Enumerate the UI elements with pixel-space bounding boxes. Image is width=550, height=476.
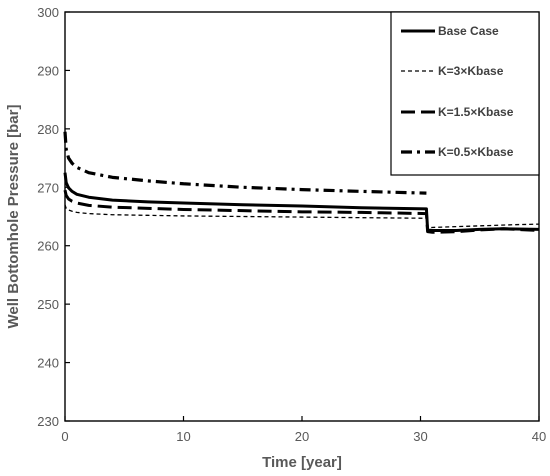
legend-label-3: K=1.5×Kbase (438, 105, 514, 119)
y-tick-label: 230 (37, 414, 59, 429)
y-tick-label: 300 (37, 5, 59, 20)
y-tick-label: 260 (37, 239, 59, 254)
legend-label-1: Base Case (438, 24, 499, 38)
plot-area (63, 131, 540, 234)
series-line-1 (63, 172, 540, 233)
x-tick-label: 30 (413, 429, 427, 444)
x-tick-label: 20 (295, 429, 309, 444)
series-line-4 (63, 131, 427, 195)
x-tick-label: 40 (532, 429, 546, 444)
axes: 0 10 20 30 40 230 240 250 260 270 280 290 300 (37, 5, 546, 444)
series-line-2 (64, 204, 540, 229)
x-tick-label: 0 (61, 429, 68, 444)
y-tick-label: 250 (37, 297, 59, 312)
y-axis-title: Well Bottomhole Pressure [bar] (5, 105, 22, 329)
series-line-3 (63, 189, 540, 234)
legend-label-2: K=3×Kbase (438, 64, 504, 78)
legend: Base Case K=3×Kbase K=1.5×Kbase K=0.5×Kbase (390, 11, 540, 176)
legend-box (390, 11, 540, 176)
x-tick-label: 10 (176, 429, 190, 444)
x-axis-title: Time [year] (262, 454, 342, 471)
y-tick-label: 290 (37, 63, 59, 78)
y-tick-label: 280 (37, 122, 59, 137)
legend-label-4: K=0.5×Kbase (438, 145, 514, 159)
y-tick-label: 270 (37, 180, 59, 195)
y-tick-label: 240 (37, 356, 59, 371)
